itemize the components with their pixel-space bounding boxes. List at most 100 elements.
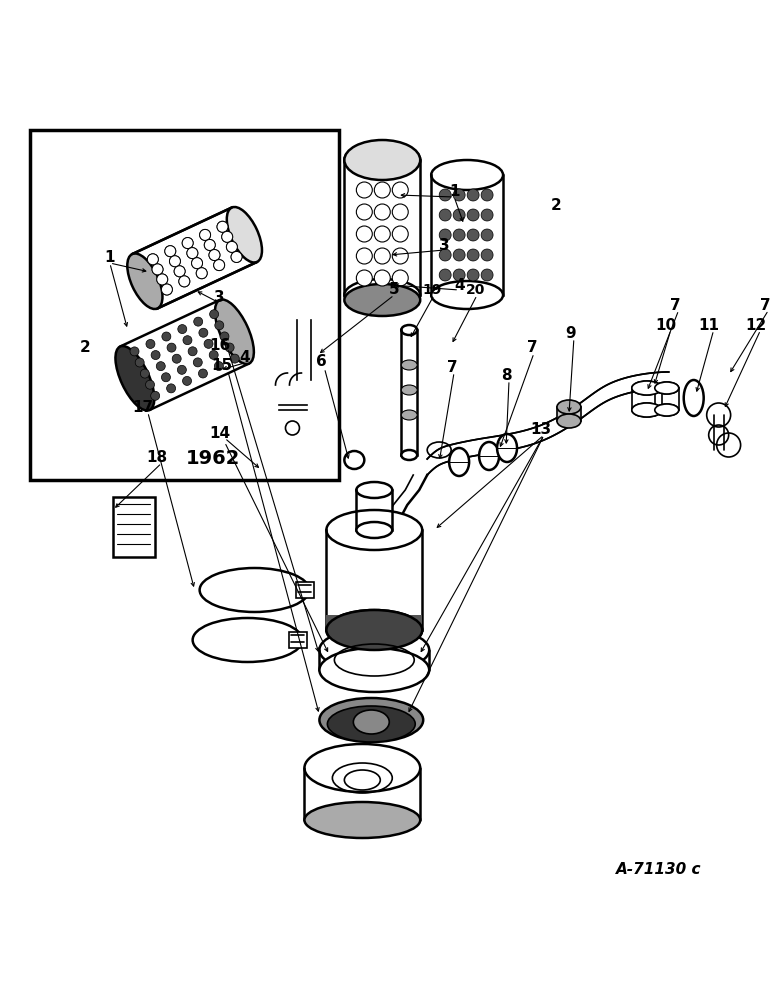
Ellipse shape (655, 404, 679, 416)
Ellipse shape (401, 410, 417, 420)
Circle shape (467, 209, 479, 221)
Ellipse shape (320, 648, 429, 692)
Circle shape (453, 189, 466, 201)
Text: 15: 15 (211, 358, 232, 372)
Ellipse shape (631, 381, 662, 395)
Circle shape (357, 248, 372, 264)
Circle shape (453, 209, 466, 221)
Circle shape (182, 238, 193, 249)
Circle shape (164, 246, 176, 257)
Text: 6: 6 (316, 355, 327, 369)
Ellipse shape (215, 299, 254, 364)
Circle shape (439, 209, 451, 221)
Circle shape (209, 350, 218, 359)
Ellipse shape (304, 802, 420, 838)
Circle shape (167, 343, 176, 352)
Ellipse shape (557, 414, 581, 428)
Text: 7: 7 (527, 340, 537, 356)
Circle shape (178, 365, 186, 374)
Text: 14: 14 (209, 426, 230, 440)
Bar (327, 615, 422, 630)
Circle shape (231, 251, 242, 262)
Circle shape (157, 274, 168, 285)
Circle shape (152, 264, 163, 275)
Text: 7: 7 (670, 298, 681, 312)
Circle shape (467, 229, 479, 241)
Text: 19: 19 (422, 283, 442, 297)
Ellipse shape (432, 160, 503, 190)
Circle shape (194, 317, 203, 326)
Circle shape (357, 204, 372, 220)
Circle shape (231, 251, 242, 262)
Circle shape (392, 204, 408, 220)
Circle shape (196, 268, 207, 279)
Ellipse shape (631, 403, 662, 417)
Text: 2: 2 (550, 198, 561, 213)
Circle shape (374, 270, 391, 286)
Circle shape (481, 269, 493, 281)
Ellipse shape (655, 382, 679, 394)
Ellipse shape (327, 610, 422, 650)
Bar (290, 632, 307, 648)
Circle shape (215, 362, 223, 371)
Circle shape (162, 332, 171, 341)
Ellipse shape (286, 421, 300, 435)
Circle shape (135, 358, 144, 367)
Text: 1: 1 (104, 250, 115, 265)
Text: 5: 5 (389, 282, 400, 298)
Circle shape (214, 260, 225, 271)
Circle shape (200, 229, 211, 240)
Circle shape (147, 254, 158, 265)
Circle shape (161, 373, 171, 382)
Circle shape (151, 351, 160, 360)
Circle shape (182, 238, 193, 249)
Text: A-71130 c: A-71130 c (616, 862, 702, 878)
Circle shape (357, 182, 372, 198)
Circle shape (182, 376, 191, 385)
Circle shape (220, 332, 229, 341)
Circle shape (183, 336, 192, 345)
Ellipse shape (449, 448, 469, 476)
Circle shape (217, 221, 228, 232)
Circle shape (191, 258, 202, 269)
Circle shape (226, 241, 237, 252)
Text: 18: 18 (146, 450, 168, 466)
Text: 3: 3 (438, 237, 449, 252)
Bar (655, 388, 679, 410)
Circle shape (199, 328, 208, 337)
Circle shape (374, 204, 391, 220)
Circle shape (172, 354, 181, 363)
Circle shape (226, 241, 237, 252)
Polygon shape (132, 208, 257, 308)
Circle shape (230, 354, 239, 363)
Ellipse shape (427, 442, 451, 458)
Bar (296, 582, 314, 598)
Bar (327, 530, 422, 630)
Circle shape (170, 256, 181, 267)
Ellipse shape (401, 385, 417, 395)
Circle shape (481, 229, 493, 241)
Circle shape (178, 325, 187, 334)
Text: 20: 20 (466, 283, 485, 297)
Ellipse shape (357, 522, 392, 538)
Circle shape (357, 226, 372, 242)
Circle shape (146, 380, 154, 389)
Ellipse shape (655, 404, 679, 416)
Circle shape (217, 221, 228, 232)
Bar (401, 330, 417, 455)
Circle shape (156, 362, 165, 371)
Text: 12: 12 (745, 318, 767, 332)
Circle shape (439, 269, 451, 281)
Ellipse shape (227, 207, 262, 263)
Ellipse shape (344, 284, 420, 316)
Circle shape (392, 270, 408, 286)
Circle shape (467, 269, 479, 281)
Text: 4: 4 (239, 351, 250, 365)
Ellipse shape (479, 442, 499, 470)
Polygon shape (120, 300, 249, 410)
Circle shape (439, 229, 451, 241)
Circle shape (174, 266, 185, 277)
Circle shape (481, 209, 493, 221)
Ellipse shape (327, 706, 415, 742)
Bar (432, 175, 503, 295)
